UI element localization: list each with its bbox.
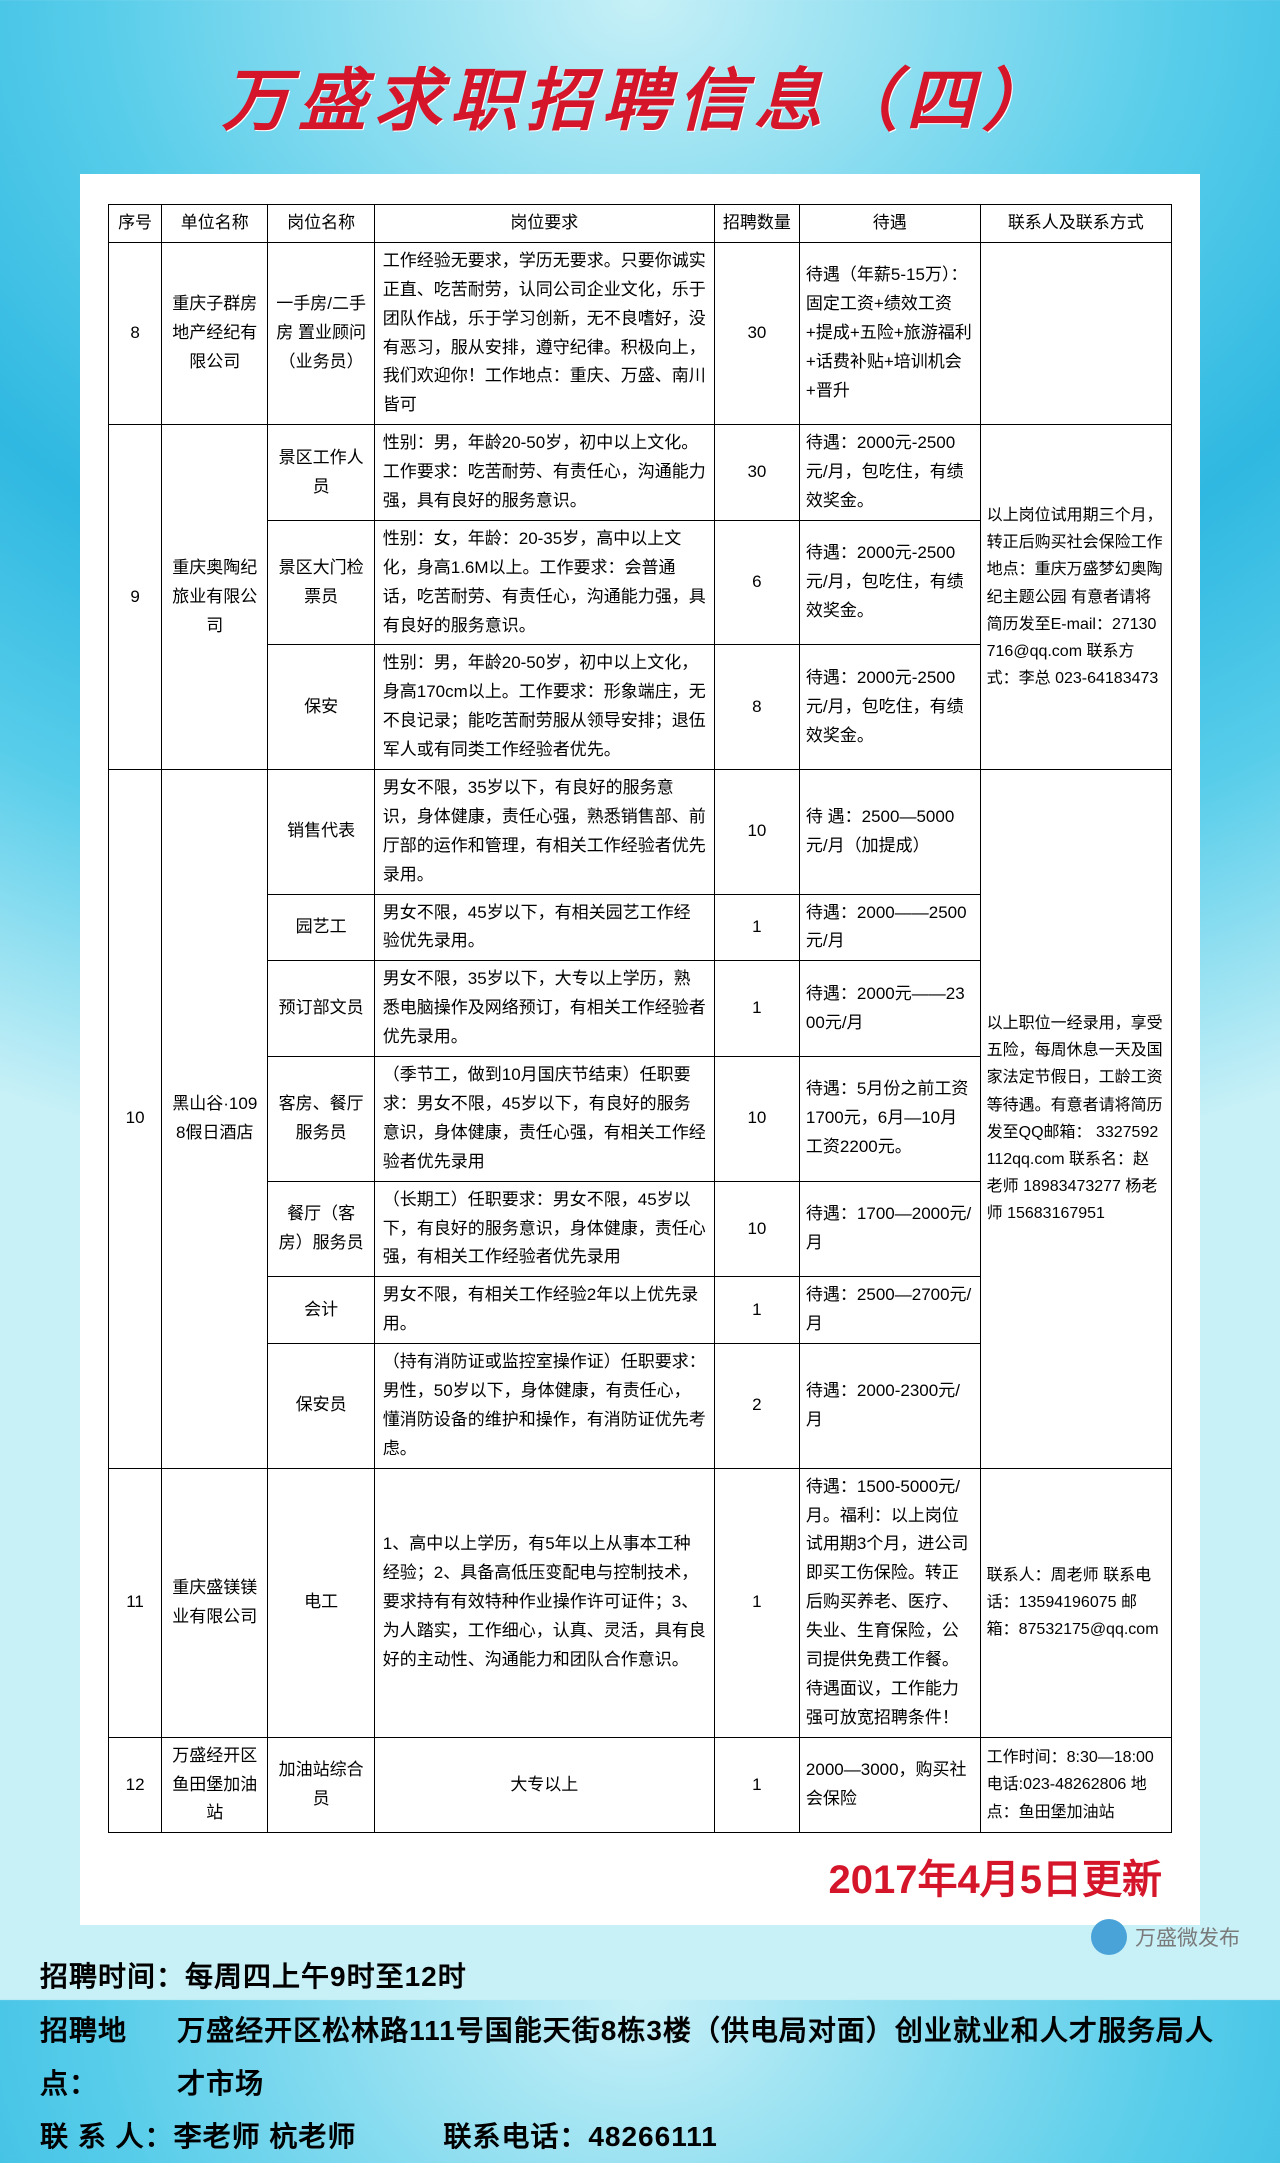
cell-num: 2	[714, 1344, 799, 1469]
cell-req: （持有消防证或监控室操作证）任职要求：男性，50岁以下，身体健康，有责任心，懂消…	[374, 1344, 714, 1469]
source-name: 万盛微发布	[1135, 1922, 1240, 1952]
job-table: 序号 单位名称 岗位名称 岗位要求 招聘数量 待遇 联系人及联系方式 8 重庆子…	[108, 204, 1172, 1833]
cell-company: 重庆子群房地产经纪有限公司	[162, 242, 268, 424]
cell-post: 销售代表	[268, 770, 374, 895]
cell-num: 10	[714, 1181, 799, 1277]
col-post: 岗位名称	[268, 205, 374, 243]
cell-req: 性别：女，年龄：20-35岁，高中以上文化，身高1.6M以上。工作要求：会普通话…	[374, 520, 714, 645]
cell-req: 男女不限，35岁以下，有良好的服务意识，身体健康，责任心强，熟悉销售部、前厅部的…	[374, 770, 714, 895]
cell-num: 6	[714, 520, 799, 645]
cell-post: 加油站综合员	[268, 1737, 374, 1833]
cell-num: 30	[714, 242, 799, 424]
cell-treat: 待遇：2000元-2500元/月，包吃住，有绩效奖金。	[799, 520, 980, 645]
footer-time-label: 招聘时间：	[40, 1950, 185, 2003]
cell-post: 电工	[268, 1468, 374, 1737]
cell-treat: 待遇：5月份之前工资1700元，6月—10月工资2200元。	[799, 1057, 980, 1182]
cell-req: 大专以上	[374, 1737, 714, 1833]
cell-company: 黑山谷·1098假日酒店	[162, 770, 268, 1469]
cell-treat: 待遇：2000元-2500元/月，包吃住，有绩效奖金。	[799, 425, 980, 521]
cell-post: 保安员	[268, 1344, 374, 1469]
cell-contact: 以上岗位试用期三个月，转正后购买社会保险工作地点：重庆万盛梦幻奥陶纪主题公园 有…	[980, 425, 1171, 770]
cell-treat: 待遇：2000-2300元/月	[799, 1344, 980, 1469]
table-header-row: 序号 单位名称 岗位名称 岗位要求 招聘数量 待遇 联系人及联系方式	[109, 205, 1172, 243]
table-row: 12 万盛经开区鱼田堡加油站 加油站综合员 大专以上 1 2000—3000，购…	[109, 1737, 1172, 1833]
cell-company: 重庆奥陶纪旅业有限公司	[162, 425, 268, 770]
update-date: 2017年4月5日更新	[108, 1847, 1172, 1905]
cell-post: 客房、餐厅服务员	[268, 1057, 374, 1182]
cell-treat: 2000—3000，购买社会保险	[799, 1737, 980, 1833]
footer-contact-value: 李老师 杭老师 联系电话：48266111	[174, 2110, 718, 2163]
cell-treat: 待遇：1700—2000元/月	[799, 1181, 980, 1277]
cell-req: 男女不限，45岁以下，有相关园艺工作经验优先录用。	[374, 894, 714, 961]
cell-req: 性别：男，年龄20-50岁，初中以上文化，身高170cm以上。工作要求：形象端庄…	[374, 645, 714, 770]
cell-seq: 9	[109, 425, 162, 770]
cell-contact: 工作时间：8:30—18:00 电话:023-48262806 地点：鱼田堡加油…	[980, 1737, 1171, 1833]
cell-req: 1、高中以上学历，有5年以上从事本工种经验；2、具备高低压变配电与控制技术，要求…	[374, 1468, 714, 1737]
source-avatar-icon	[1091, 1919, 1127, 1955]
page-title: 万盛求职招聘信息（四）	[0, 0, 1280, 174]
cell-contact	[980, 242, 1171, 424]
cell-num: 10	[714, 1057, 799, 1182]
footer-info: 招聘时间： 每周四上午9时至12时 招聘地点： 万盛经开区松林路111号国能天街…	[40, 1950, 1240, 2163]
cell-treat: 待遇：2000——2500元/月	[799, 894, 980, 961]
col-contact: 联系人及联系方式	[980, 205, 1171, 243]
cell-num: 1	[714, 1277, 799, 1344]
footer-addr-label: 招聘地点：	[40, 2004, 177, 2110]
cell-num: 10	[714, 770, 799, 895]
cell-req: 男女不限，35岁以下，大专以上学历，熟悉电脑操作及网络预订，有相关工作经验者优先…	[374, 961, 714, 1057]
source-tag: 万盛微发布	[1091, 1919, 1240, 1955]
cell-req: （季节工，做到10月国庆节结束）任职要求：男女不限，45岁以下，有良好的服务意识…	[374, 1057, 714, 1182]
cell-company: 重庆盛镁镁业有限公司	[162, 1468, 268, 1737]
cell-contact: 联系人：周老师 联系电话：13594196075 邮箱：87532175@qq.…	[980, 1468, 1171, 1737]
cell-num: 1	[714, 894, 799, 961]
table-panel: 序号 单位名称 岗位名称 岗位要求 招聘数量 待遇 联系人及联系方式 8 重庆子…	[80, 174, 1200, 1925]
cell-post: 餐厅（客房）服务员	[268, 1181, 374, 1277]
footer-addr-value: 万盛经开区松林路111号国能天街8栋3楼（供电局对面）创业就业和人才服务局人才市…	[177, 2004, 1240, 2110]
cell-req: （长期工）任职要求：男女不限，45岁以下，有良好的服务意识，身体健康，责任心强，…	[374, 1181, 714, 1277]
cell-post: 景区工作人员	[268, 425, 374, 521]
table-row: 9 重庆奥陶纪旅业有限公司 景区工作人员 性别：男，年龄20-50岁，初中以上文…	[109, 425, 1172, 521]
cell-treat: 待遇：2000元-2500元/月，包吃住，有绩效奖金。	[799, 645, 980, 770]
col-treat: 待遇	[799, 205, 980, 243]
cell-num: 1	[714, 1737, 799, 1833]
table-row: 8 重庆子群房地产经纪有限公司 一手房/二手房 置业顾问（业务员） 工作经验无要…	[109, 242, 1172, 424]
cell-treat: 待遇（年薪5-15万）：固定工资+绩效工资+提成+五险+旅游福利+话费补贴+培训…	[799, 242, 980, 424]
cell-num: 1	[714, 1468, 799, 1737]
cell-company: 万盛经开区鱼田堡加油站	[162, 1737, 268, 1833]
cell-treat: 待遇：2000元——2300元/月	[799, 961, 980, 1057]
cell-post: 景区大门检票员	[268, 520, 374, 645]
col-company: 单位名称	[162, 205, 268, 243]
cell-post: 保安	[268, 645, 374, 770]
cell-treat: 待遇：2500—2700元/月	[799, 1277, 980, 1344]
col-req: 岗位要求	[374, 205, 714, 243]
cell-req: 性别：男，年龄20-50岁，初中以上文化。工作要求：吃苦耐劳、有责任心，沟通能力…	[374, 425, 714, 521]
cell-post: 预订部文员	[268, 961, 374, 1057]
cell-seq: 11	[109, 1468, 162, 1737]
cell-post: 会计	[268, 1277, 374, 1344]
cell-num: 8	[714, 645, 799, 770]
cell-post: 一手房/二手房 置业顾问（业务员）	[268, 242, 374, 424]
cell-num: 30	[714, 425, 799, 521]
cell-treat: 待遇：1500-5000元/月。福利：以上岗位试用期3个月，进公司即买工伤保险。…	[799, 1468, 980, 1737]
cell-seq: 12	[109, 1737, 162, 1833]
table-row: 10 黑山谷·1098假日酒店 销售代表 男女不限，35岁以下，有良好的服务意识…	[109, 770, 1172, 895]
cell-req: 男女不限，有相关工作经验2年以上优先录用。	[374, 1277, 714, 1344]
table-row: 11 重庆盛镁镁业有限公司 电工 1、高中以上学历，有5年以上从事本工种经验；2…	[109, 1468, 1172, 1737]
cell-treat: 待 遇：2500—5000元/月（加提成）	[799, 770, 980, 895]
col-num: 招聘数量	[714, 205, 799, 243]
footer-contact-label: 联 系 人：	[40, 2110, 174, 2163]
cell-req: 工作经验无要求，学历无要求。只要你诚实正直、吃苦耐劳，认同公司企业文化，乐于团队…	[374, 242, 714, 424]
cell-seq: 8	[109, 242, 162, 424]
cell-contact: 以上职位一经录用，享受五险，每周休息一天及国家法定节假日，工龄工资等待遇。有意者…	[980, 770, 1171, 1469]
cell-num: 1	[714, 961, 799, 1057]
col-seq: 序号	[109, 205, 162, 243]
cell-seq: 10	[109, 770, 162, 1469]
cell-post: 园艺工	[268, 894, 374, 961]
footer-time-value: 每周四上午9时至12时	[185, 1950, 467, 2003]
